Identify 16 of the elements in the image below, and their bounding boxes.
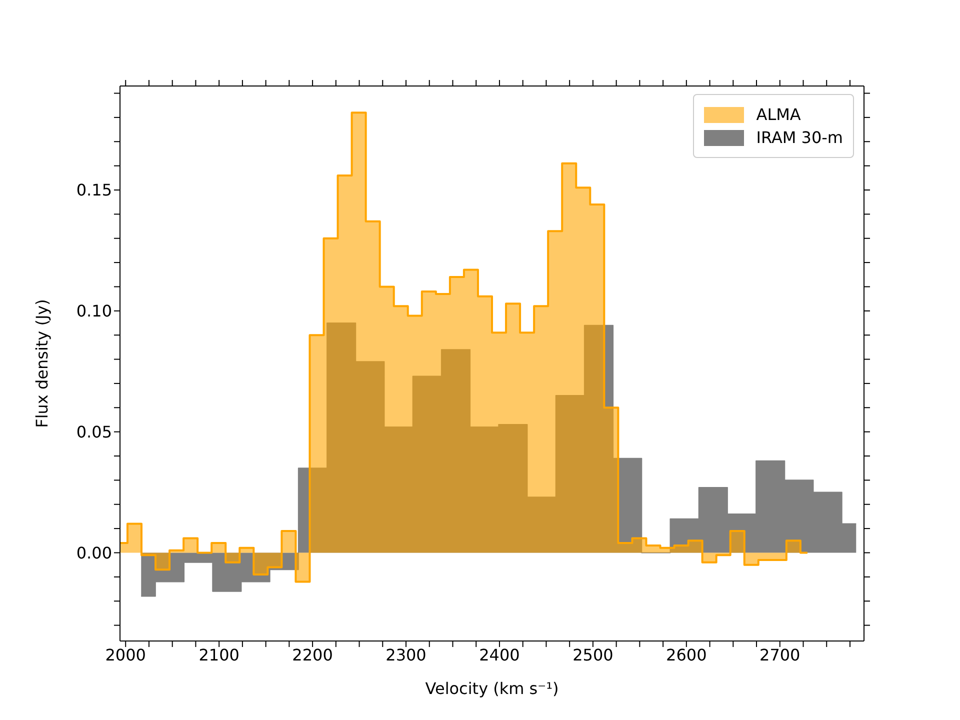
x-tick-label: 2500 (572, 645, 614, 664)
x-tick-label: 2400 (479, 645, 520, 664)
legend-label: ALMA (756, 105, 801, 124)
x-tick-label: 2200 (292, 645, 333, 664)
x-tick-label: 2100 (198, 645, 240, 664)
y-tick-label: 0.00 (76, 543, 112, 562)
legend-label: IRAM 30-m (756, 128, 843, 147)
x-tick-label: 2600 (666, 645, 707, 664)
y-tick-label: 0.10 (76, 302, 112, 321)
x-tick-label: 2300 (386, 645, 426, 664)
x-tick-label: 2000 (105, 645, 146, 664)
y-axis-title: Flux density (Jy) (32, 299, 52, 428)
x-tick-label: 2700 (760, 645, 800, 664)
y-tick-label: 0.15 (76, 180, 112, 200)
y-tick-label: 0.05 (76, 422, 112, 442)
x-axis-title: Velocity (km s⁻¹) (425, 679, 559, 698)
